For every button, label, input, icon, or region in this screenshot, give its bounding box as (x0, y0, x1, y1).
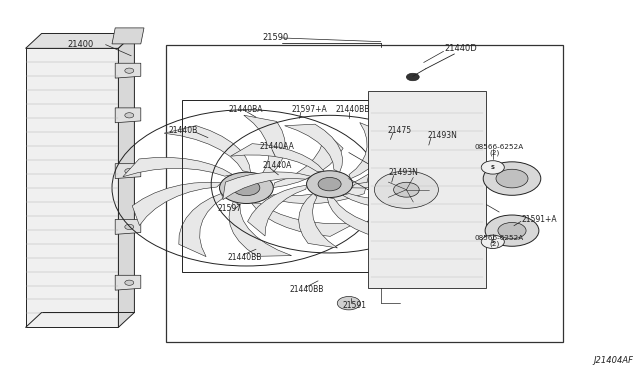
Polygon shape (342, 191, 439, 209)
Polygon shape (26, 48, 118, 327)
Text: 21440AA: 21440AA (259, 142, 294, 151)
Text: 21440A: 21440A (262, 161, 292, 170)
Text: 08566-6252A: 08566-6252A (475, 144, 524, 150)
Polygon shape (132, 182, 221, 225)
Text: J21404AF: J21404AF (594, 356, 634, 365)
Text: 21597+A: 21597+A (291, 105, 327, 114)
Text: 21400: 21400 (67, 40, 93, 49)
Text: 21440BB: 21440BB (336, 105, 371, 114)
Circle shape (374, 171, 438, 208)
Text: 08566-6252A: 08566-6252A (475, 235, 524, 241)
Text: 21493N: 21493N (428, 131, 458, 140)
Circle shape (125, 113, 134, 118)
Circle shape (125, 169, 134, 174)
Polygon shape (115, 108, 141, 123)
Polygon shape (299, 193, 337, 248)
Bar (368, 91, 486, 288)
Circle shape (125, 68, 134, 73)
Circle shape (318, 177, 341, 191)
Polygon shape (118, 33, 134, 327)
Polygon shape (349, 123, 385, 179)
Polygon shape (115, 275, 141, 290)
Circle shape (485, 215, 539, 246)
Polygon shape (112, 28, 144, 44)
Polygon shape (268, 174, 369, 203)
Text: 21591+A: 21591+A (522, 215, 557, 224)
Polygon shape (352, 148, 429, 188)
Text: 21440BB: 21440BB (290, 285, 324, 294)
Circle shape (307, 171, 353, 198)
Polygon shape (244, 115, 285, 177)
Polygon shape (327, 198, 406, 238)
Text: 21597: 21597 (218, 204, 242, 213)
Polygon shape (115, 164, 141, 179)
Polygon shape (252, 203, 356, 236)
Text: 21440B: 21440B (168, 126, 198, 135)
Text: 21440D: 21440D (445, 44, 477, 53)
Text: S: S (491, 239, 495, 244)
Circle shape (337, 296, 360, 310)
Polygon shape (26, 33, 134, 48)
Polygon shape (123, 157, 232, 177)
Polygon shape (223, 172, 311, 200)
Polygon shape (115, 219, 141, 234)
Circle shape (220, 172, 273, 203)
Circle shape (406, 73, 419, 81)
Polygon shape (285, 124, 342, 172)
Circle shape (481, 235, 504, 248)
Circle shape (496, 169, 528, 188)
Polygon shape (230, 144, 324, 171)
Circle shape (125, 224, 134, 230)
Text: 21440BA: 21440BA (228, 105, 263, 114)
Circle shape (125, 280, 134, 285)
Polygon shape (164, 126, 250, 173)
Polygon shape (115, 63, 141, 78)
Polygon shape (179, 193, 223, 257)
Text: 21493N: 21493N (388, 169, 419, 177)
Polygon shape (229, 202, 292, 256)
Text: S: S (491, 165, 495, 170)
Circle shape (233, 180, 260, 196)
Circle shape (498, 222, 526, 239)
Text: (2): (2) (490, 240, 500, 247)
Circle shape (481, 161, 504, 174)
Polygon shape (248, 185, 307, 236)
Text: 21475: 21475 (387, 126, 412, 135)
Bar (182, 100, 378, 272)
Text: 21591: 21591 (342, 301, 367, 310)
Text: 21590: 21590 (262, 33, 289, 42)
Text: 21440BB: 21440BB (227, 253, 262, 262)
Circle shape (483, 162, 541, 195)
Bar (166, 45, 563, 342)
Polygon shape (273, 131, 343, 187)
Text: (2): (2) (490, 149, 500, 156)
Circle shape (394, 182, 419, 197)
